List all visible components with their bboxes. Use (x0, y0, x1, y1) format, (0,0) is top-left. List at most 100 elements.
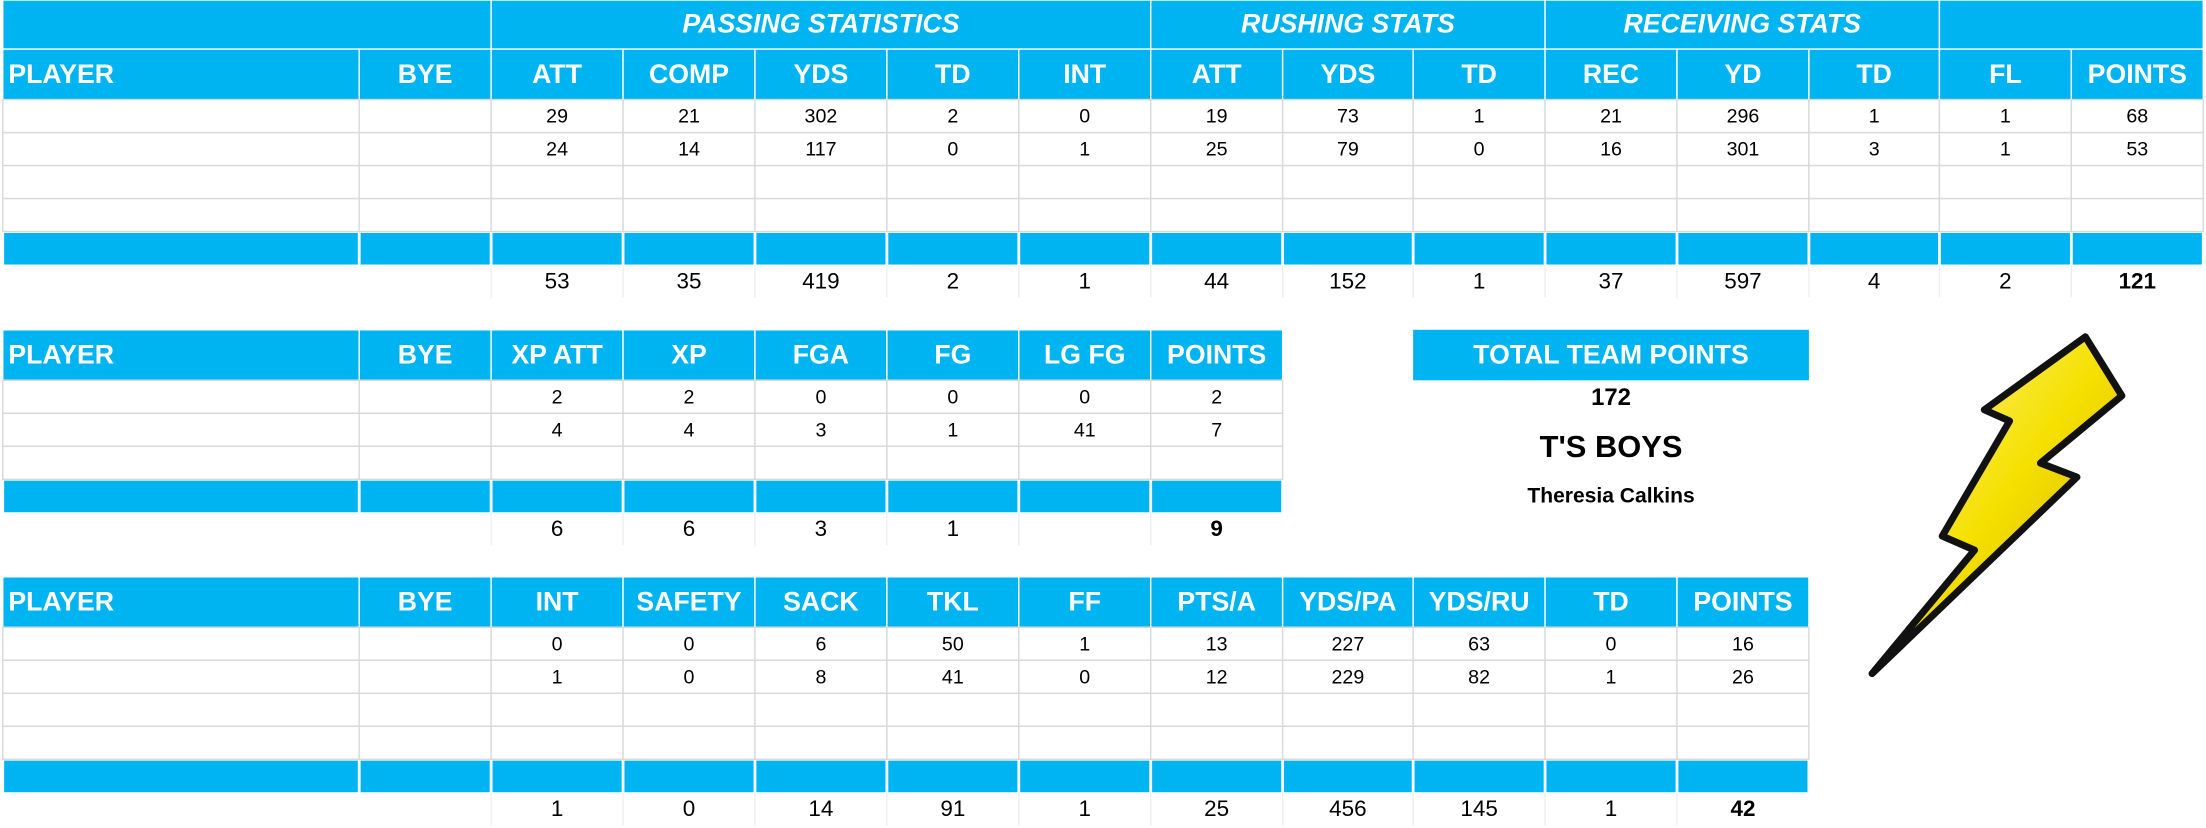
cell (2070, 98, 2204, 134)
column-header: ATT (1192, 59, 1242, 89)
header-cell (358, 48, 492, 101)
blue-row-cell (756, 480, 886, 513)
cell-value: 63 (1468, 633, 1490, 655)
cell-value: 14 (678, 139, 700, 161)
cell-value: 0 (947, 386, 958, 408)
column-header: YDS (1320, 59, 1375, 89)
column-header: BYE (398, 340, 453, 370)
cell (1808, 98, 1941, 134)
blue-row-cell (1020, 232, 1150, 265)
header-cell (622, 48, 756, 101)
cell (1281, 131, 1414, 167)
cell (1281, 164, 1414, 200)
cell-value: 1 (1474, 106, 1485, 128)
cell-value: 16 (1600, 139, 1622, 161)
cell (1544, 725, 1678, 760)
cell (2, 412, 360, 447)
total-value: 91 (940, 796, 965, 821)
blue-row-cell (1414, 232, 1544, 265)
cell-value: 13 (1206, 633, 1228, 655)
cell (490, 164, 624, 200)
cell (1412, 692, 1546, 727)
blue-row-cell (1810, 232, 1939, 265)
total-value: 1 (1473, 268, 1485, 293)
cell (1412, 725, 1546, 760)
cell (1676, 659, 1810, 694)
header-cell (1676, 576, 1810, 629)
cell (1808, 164, 1941, 200)
column-header: PLAYER (8, 587, 114, 617)
blue-row-cell (1020, 760, 1150, 793)
cell (1018, 131, 1152, 167)
column-header: INT (536, 587, 579, 617)
cell (1544, 659, 1678, 694)
cell (1281, 197, 1414, 233)
cell (1150, 692, 1284, 727)
cell-value: 12 (1206, 666, 1228, 688)
cell-value: 229 (1332, 666, 1365, 688)
cell-value: 3 (1869, 139, 1880, 161)
team-points-label: TOTAL TEAM POINTS (1473, 340, 1748, 370)
total-value: 597 (1724, 268, 1761, 293)
header-cell (1412, 576, 1546, 629)
cell (358, 131, 492, 167)
cell (490, 412, 624, 447)
cell-value: 2 (684, 386, 695, 408)
cell (358, 412, 492, 447)
cell (1018, 445, 1152, 480)
blue-row-cell (4, 480, 358, 513)
blue-row-cell (624, 480, 754, 513)
cell (1544, 164, 1678, 200)
blue-row-cell (1678, 232, 1808, 265)
cell (490, 692, 624, 727)
cell (886, 725, 1020, 760)
column-header: FG (934, 340, 971, 370)
cell (1281, 626, 1414, 661)
cell (754, 164, 888, 200)
total-value: 2 (947, 268, 959, 293)
cell (1676, 164, 1810, 200)
column-header: COMP (649, 59, 729, 89)
cell (754, 379, 888, 415)
cell (358, 379, 492, 415)
cell (2, 197, 360, 233)
total-value: 25 (1204, 796, 1229, 821)
total-value: 42 (1730, 796, 1755, 821)
cell-value: 1 (552, 666, 563, 688)
cell (1676, 725, 1810, 760)
cell (622, 197, 756, 233)
column-header: INT (1063, 59, 1106, 89)
column-header: SACK (783, 587, 859, 617)
blue-row-cell (888, 480, 1018, 513)
cell-value: 4 (684, 419, 695, 441)
column-header: TD (935, 59, 971, 89)
blue-row-cell (492, 760, 622, 793)
cell (1018, 98, 1152, 134)
header-cell (1281, 48, 1414, 101)
cell (490, 725, 624, 760)
cell (886, 197, 1020, 233)
cell-value: 296 (1727, 106, 1760, 128)
group-header-cell (1150, 0, 1546, 50)
column-header: FL (1989, 59, 2022, 89)
blue-row-cell (1678, 760, 1808, 793)
column-header: YD (1724, 59, 1761, 89)
cell (1938, 164, 2073, 200)
cell-value: 0 (552, 633, 563, 655)
cell (886, 692, 1020, 727)
blue-row-cell (360, 480, 490, 513)
column-header: POINTS (1167, 340, 1266, 370)
cell (358, 725, 492, 760)
group-header-cell (2, 0, 492, 50)
cell (1018, 379, 1152, 415)
cell-value: 117 (805, 139, 836, 161)
total-value: 152 (1329, 268, 1366, 293)
cell (622, 412, 756, 447)
lightning-bolt (1868, 333, 2126, 678)
cell-value: 0 (1606, 633, 1617, 655)
cell (1150, 197, 1284, 233)
header-cell (490, 48, 624, 101)
total-value: 121 (2119, 268, 2156, 293)
header-cell (1412, 48, 1546, 101)
